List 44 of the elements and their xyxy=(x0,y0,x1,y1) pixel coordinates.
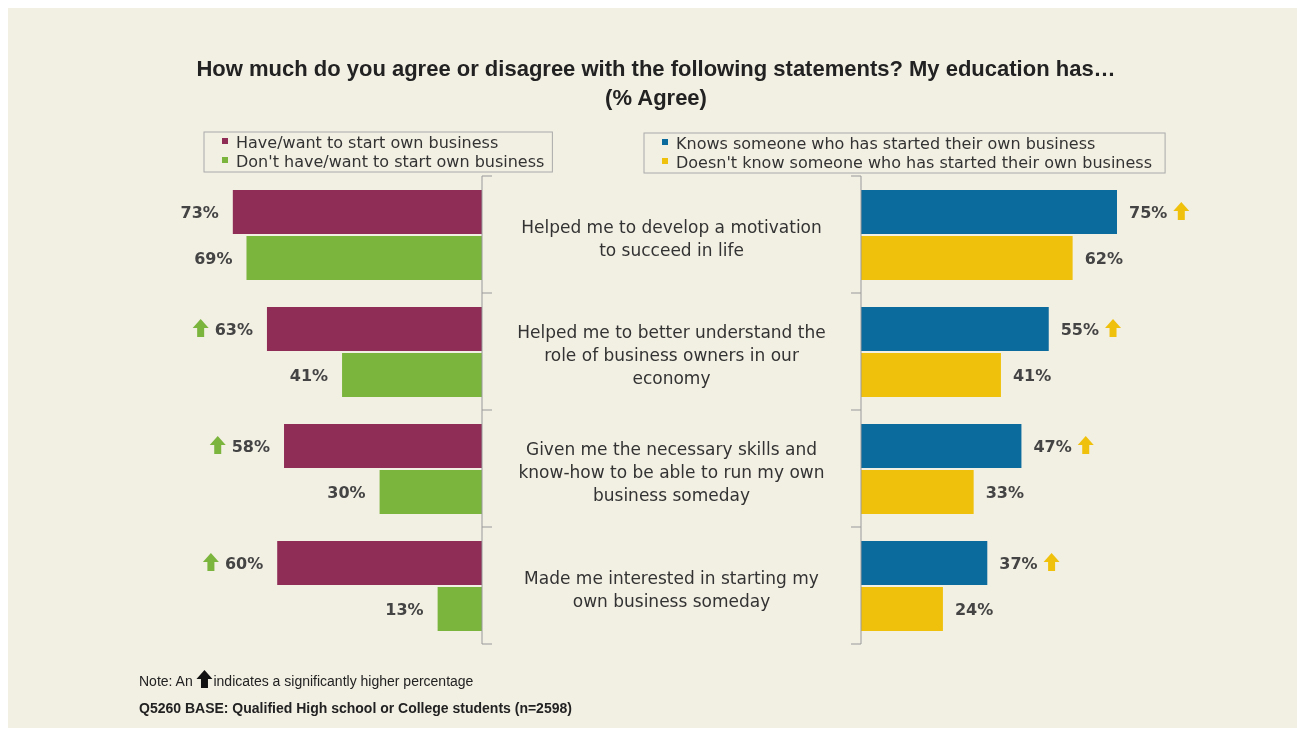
bar xyxy=(861,470,974,514)
legend-label: Knows someone who has started their own business xyxy=(676,133,1096,153)
bar xyxy=(861,236,1073,280)
text: Q5260 BASE: Qualified High school or College students (n=2598) xyxy=(139,700,572,716)
text: indicates a significantly higher percentage xyxy=(213,673,474,689)
legend-label: Don't have/want to start own business xyxy=(236,151,545,171)
bar xyxy=(266,307,482,351)
data-label: 58% xyxy=(231,436,271,456)
data-label: 60% xyxy=(224,553,264,573)
bar xyxy=(861,424,1022,468)
legend-label: Have/want to start own business xyxy=(236,132,499,152)
data-label: 33% xyxy=(985,482,1024,502)
data-label: 47% xyxy=(1033,436,1072,456)
data-label: 13% xyxy=(385,599,424,619)
data-label: 69% xyxy=(194,248,233,268)
bar xyxy=(342,353,482,397)
y-tick-label: Made me interested in starting my own business someday xyxy=(524,567,819,611)
bar xyxy=(232,190,482,234)
y-tick-label: Helped me to better understand the role of business owners in our economy xyxy=(517,322,826,389)
data-label: 62% xyxy=(1084,248,1123,268)
data-label: 30% xyxy=(327,482,366,502)
text: Note: An xyxy=(139,673,193,689)
data-label: 73% xyxy=(180,202,219,222)
bar xyxy=(284,424,482,468)
text: How much do you agree or disagree with the following statements? My education has… (% Agree) xyxy=(196,56,1116,110)
y-tick-label: Helped me to develop a motivation to succeed in life xyxy=(521,216,822,260)
bar xyxy=(379,470,482,514)
bar xyxy=(861,541,988,585)
data-label: 75% xyxy=(1129,202,1168,222)
bar xyxy=(861,190,1117,234)
bar xyxy=(437,587,482,631)
y-tick-label: Given me the necessary skills and know-how to be able to run my own business someday xyxy=(518,439,825,506)
data-label: 24% xyxy=(954,599,994,619)
data-label: 55% xyxy=(1060,319,1100,339)
data-label: 63% xyxy=(214,319,253,339)
bar xyxy=(861,307,1049,351)
legend-label: Doesn't know someone who has started their own business xyxy=(676,152,1152,172)
bar xyxy=(861,587,943,631)
bar xyxy=(277,541,482,585)
bar xyxy=(246,236,482,280)
data-label: 41% xyxy=(289,365,329,385)
data-label: 37% xyxy=(999,553,1038,573)
data-label: 41% xyxy=(1012,365,1052,385)
bar xyxy=(861,353,1001,397)
